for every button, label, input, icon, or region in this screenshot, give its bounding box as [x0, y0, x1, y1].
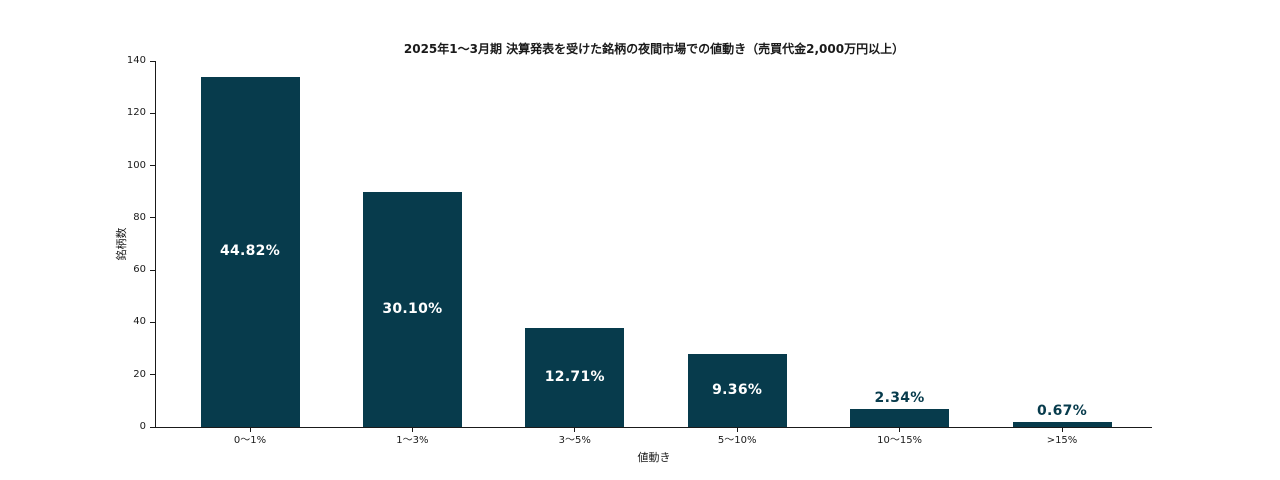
y-tick-label: 60	[133, 264, 146, 276]
bar-value-label: 2.34%	[874, 390, 925, 406]
bar-value-label: 12.71%	[544, 368, 605, 385]
x-tick-label: 1～3%	[396, 435, 429, 446]
x-tick-label: 10～15%	[877, 435, 923, 446]
bar	[362, 192, 462, 427]
x-tick-label: 0～1%	[233, 435, 267, 446]
x-tick-mark	[249, 427, 251, 432]
bar	[850, 409, 950, 427]
x-tick-label: 3～5%	[558, 435, 591, 446]
y-tick-mark	[150, 217, 155, 219]
bar	[1012, 422, 1112, 427]
x-tick-mark	[411, 427, 413, 432]
y-tick-mark	[150, 321, 155, 323]
y-tick-label: 40	[133, 316, 146, 328]
x-tick-label: >15%	[1046, 435, 1078, 446]
x-tick-mark	[899, 427, 901, 432]
y-tick-mark	[150, 426, 155, 428]
y-tick-label: 100	[126, 159, 146, 171]
y-tick-mark	[150, 374, 155, 376]
plot-area: 0 20 40 60 80 100 120 140 0～1% 44.82% 1～3% 30.10% 3～…	[127, 55, 1152, 446]
y-tick-label: 20	[133, 368, 146, 380]
x-tick-mark	[736, 427, 738, 432]
y-axis-title: 銘柄数	[115, 227, 128, 261]
bar-value-label: 44.82%	[219, 243, 281, 259]
x-tick-mark	[1061, 427, 1063, 432]
y-tick-mark	[150, 60, 155, 62]
bar	[687, 354, 787, 427]
bar-value-label: 0.67%	[1036, 403, 1088, 419]
x-axis-title: 値動き	[637, 451, 671, 464]
x-tick-label: 5～10%	[717, 435, 757, 446]
y-tick-mark	[150, 165, 155, 167]
bar	[525, 328, 625, 427]
x-tick-mark	[574, 427, 576, 432]
y-tick-mark	[150, 269, 155, 271]
bar-value-label: 9.36%	[712, 381, 763, 398]
y-tick-label: 0	[139, 421, 146, 432]
y-tick-label: 80	[133, 211, 146, 223]
bar	[200, 77, 300, 427]
y-tick-label: 120	[126, 107, 146, 119]
bar-value-label: 30.10%	[382, 300, 443, 317]
y-tick-label: 140	[126, 55, 146, 66]
y-tick-mark	[150, 112, 155, 114]
chart-title: 2025年1～3月期 決算発表を受けた銘柄の夜間市場での値動き（売買代金2,00…	[403, 42, 905, 56]
